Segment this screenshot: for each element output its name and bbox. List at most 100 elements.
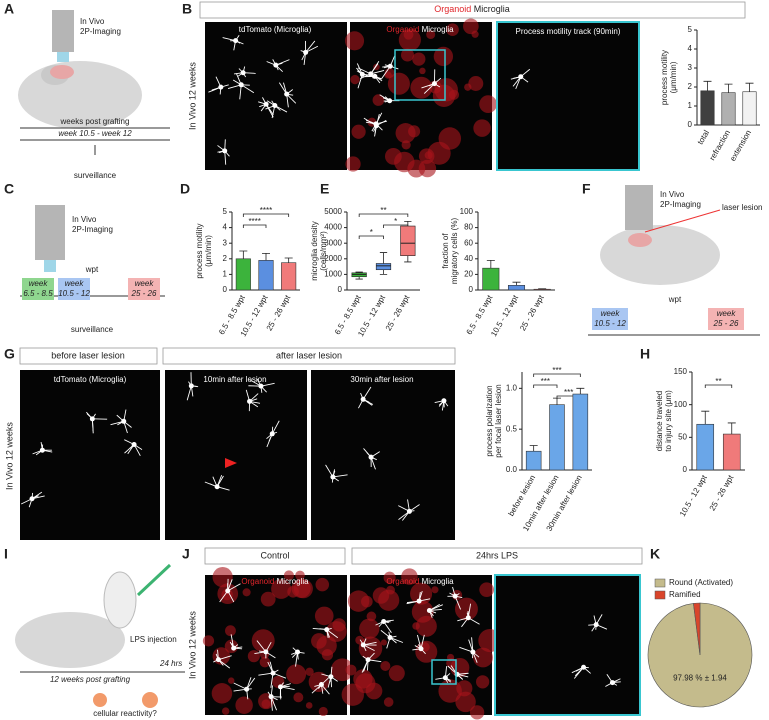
y-tick-label: 5000 xyxy=(324,207,342,216)
x-tick-label: 10.5 - 12 wpt xyxy=(489,293,520,338)
y-tick-label: 2 xyxy=(688,82,693,91)
timeline-label: 12 weeks post grafting xyxy=(50,675,131,684)
process xyxy=(402,511,410,521)
organoid-signal xyxy=(395,123,416,144)
process xyxy=(378,621,384,628)
process xyxy=(133,444,143,450)
process xyxy=(383,619,394,622)
bar xyxy=(525,450,542,471)
organoid-signal xyxy=(412,52,426,66)
significance-bracket xyxy=(704,384,733,388)
process xyxy=(246,677,252,690)
bar xyxy=(700,90,715,126)
process xyxy=(258,672,274,676)
micrograph xyxy=(496,21,640,171)
process xyxy=(237,72,244,77)
process xyxy=(28,498,33,508)
panel-label: J xyxy=(182,546,190,562)
micrograph xyxy=(311,370,455,540)
organoid-signal xyxy=(463,18,479,35)
process xyxy=(365,121,377,125)
process xyxy=(520,68,531,78)
process xyxy=(303,52,307,65)
process xyxy=(468,617,480,625)
organoid-signal xyxy=(286,664,307,685)
panel-label: K xyxy=(650,546,660,562)
legend-label: Round (Activated) xyxy=(669,578,733,587)
process xyxy=(360,73,375,77)
process xyxy=(456,673,469,678)
process xyxy=(420,648,426,655)
objective xyxy=(35,205,65,260)
organoid-signal xyxy=(347,590,370,612)
process xyxy=(254,651,266,654)
timeline-window: week 10.5 - week 12 xyxy=(58,129,132,138)
process xyxy=(291,651,298,655)
process xyxy=(311,684,322,694)
texts: A B C D E F G H I J K In Vivo 2P-Imaging… xyxy=(4,1,762,718)
y-tick-label: 40 xyxy=(464,254,473,263)
process xyxy=(256,640,267,653)
process xyxy=(31,492,34,499)
process xyxy=(305,40,316,53)
side-label: In Vivo 12 weeks xyxy=(187,62,197,130)
organoid-signal xyxy=(305,667,314,676)
organoid-signal xyxy=(446,23,459,36)
organoid-signal xyxy=(378,589,400,611)
process xyxy=(429,609,442,611)
process xyxy=(332,474,348,478)
process xyxy=(375,112,383,125)
image-label-red: Organoid xyxy=(386,577,419,586)
panel-label: F xyxy=(582,181,591,197)
organoid-signal xyxy=(469,705,485,720)
organoid-signal xyxy=(433,46,454,67)
y-tick-label: 1 xyxy=(688,101,693,110)
caption: cellular reactivity? xyxy=(93,709,157,718)
y-tick-label: 100 xyxy=(674,400,688,409)
panel-label: C xyxy=(4,181,14,197)
header: Organoid Microglia xyxy=(434,4,510,14)
process xyxy=(371,123,377,132)
error-bar xyxy=(529,445,538,452)
y-axis-label: (μm/min) xyxy=(669,61,678,93)
beam xyxy=(44,260,56,272)
process xyxy=(612,682,618,686)
process xyxy=(266,433,273,440)
window-label: week xyxy=(135,279,155,288)
process xyxy=(245,389,250,402)
x-tick-label: extension xyxy=(728,129,753,163)
bar xyxy=(533,288,551,291)
cell xyxy=(142,692,158,708)
error-bar xyxy=(701,410,710,425)
process xyxy=(326,628,332,631)
header-box xyxy=(162,347,456,365)
process xyxy=(305,45,319,53)
pie-slice xyxy=(693,602,701,656)
process xyxy=(286,93,294,96)
process xyxy=(389,635,397,638)
process xyxy=(227,583,241,592)
micrograph xyxy=(494,574,641,716)
process xyxy=(260,385,267,393)
organoid-signal xyxy=(345,664,357,676)
process xyxy=(218,150,225,154)
y-tick-label: 50 xyxy=(678,432,687,441)
organoid-signal xyxy=(211,683,233,704)
organoid-signal xyxy=(318,706,328,717)
image-label: tdTomato (Microglia) xyxy=(54,375,127,384)
image-label: Organoid Microglia xyxy=(386,25,454,34)
process xyxy=(260,103,267,112)
imaging-label: 2P-Imaging xyxy=(72,225,113,234)
y-tick-label: 0 xyxy=(683,465,688,474)
organoid-signal xyxy=(221,707,230,715)
bar xyxy=(507,285,526,291)
process xyxy=(330,676,338,682)
timeline-title: wpt xyxy=(668,295,682,304)
organoid-signal xyxy=(403,29,414,40)
y-tick-label: 150 xyxy=(674,367,688,376)
imaging-label: In Vivo xyxy=(72,215,97,224)
process xyxy=(233,40,237,51)
y-axis-label: process polarization xyxy=(485,385,494,456)
process xyxy=(595,614,603,625)
organoid-signal xyxy=(259,656,271,668)
